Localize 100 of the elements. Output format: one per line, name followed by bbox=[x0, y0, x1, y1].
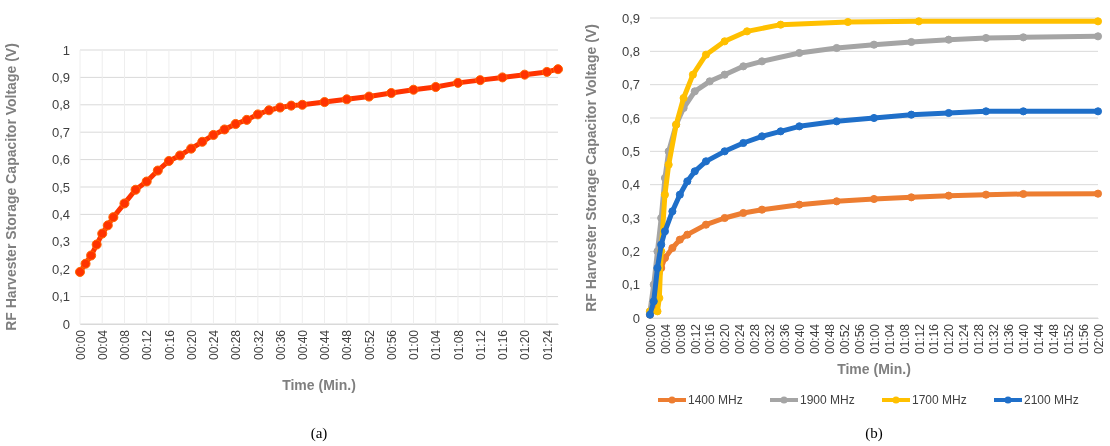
point bbox=[1093, 17, 1103, 26]
point bbox=[832, 117, 841, 126]
x-tick-label: 01:12 bbox=[473, 329, 488, 361]
point bbox=[795, 200, 804, 209]
point bbox=[430, 81, 441, 92]
point bbox=[679, 93, 688, 103]
point bbox=[981, 33, 991, 43]
point bbox=[163, 155, 174, 166]
point bbox=[208, 129, 219, 140]
x-tick-label: 01:08 bbox=[451, 329, 466, 361]
point bbox=[80, 258, 91, 269]
y-tick-label: 1 bbox=[62, 42, 70, 58]
y-tick-label: 0,3 bbox=[51, 234, 70, 250]
point bbox=[720, 147, 729, 156]
x-tick-label: 00:04 bbox=[658, 323, 673, 355]
point bbox=[944, 108, 953, 118]
point bbox=[705, 77, 714, 86]
y-tick-label: 0,6 bbox=[621, 110, 640, 126]
point bbox=[1093, 189, 1103, 198]
x-axis-title: Time (Min.) bbox=[282, 377, 356, 393]
y-tick-label: 0,8 bbox=[621, 43, 640, 59]
x-tick-label: 00:52 bbox=[837, 323, 852, 355]
point bbox=[869, 194, 879, 204]
x-tick-label: 00:24 bbox=[207, 329, 222, 361]
point bbox=[660, 190, 669, 199]
point bbox=[914, 17, 923, 26]
x-tick-label: 00:40 bbox=[296, 329, 311, 361]
point bbox=[757, 57, 767, 66]
x-tick-label: 00:40 bbox=[793, 323, 808, 355]
text: (a) bbox=[310, 425, 328, 442]
point bbox=[832, 43, 841, 53]
x-tick-label: 01:40 bbox=[1017, 323, 1032, 355]
point bbox=[720, 37, 729, 46]
x-tick-label: 00:20 bbox=[718, 323, 733, 355]
point bbox=[541, 66, 552, 77]
point bbox=[907, 193, 916, 202]
point bbox=[757, 132, 767, 141]
point bbox=[664, 160, 673, 169]
point bbox=[175, 150, 186, 161]
x-tick-label: 00:16 bbox=[162, 329, 177, 361]
x-tick-label: 00:44 bbox=[807, 323, 822, 355]
point bbox=[701, 50, 711, 59]
x-tick-label: 01:56 bbox=[1076, 323, 1091, 355]
x-tick-label: 00:08 bbox=[118, 329, 133, 361]
y-tick-label: 0 bbox=[632, 310, 640, 326]
point bbox=[720, 213, 729, 223]
y-tick-label: 0,4 bbox=[51, 207, 70, 223]
x-tick-label: 01:08 bbox=[897, 323, 912, 355]
point bbox=[776, 20, 785, 29]
point bbox=[653, 307, 662, 316]
point bbox=[141, 176, 152, 187]
x-tick-label: 00:12 bbox=[140, 329, 155, 361]
point bbox=[720, 70, 729, 79]
x-tick-label: 01:36 bbox=[1002, 323, 1017, 355]
y-tick-label: 0,2 bbox=[621, 243, 640, 259]
point bbox=[130, 184, 141, 195]
legend-label: 1900 MHz bbox=[800, 393, 855, 408]
point bbox=[675, 235, 684, 244]
y-tick-label: 0,5 bbox=[621, 143, 640, 159]
point bbox=[408, 84, 419, 95]
x-tick-label: 00:56 bbox=[384, 329, 399, 361]
x-tick-label: 00:16 bbox=[703, 323, 718, 355]
x-tick-label: 00:00 bbox=[73, 329, 88, 361]
x-tick-label: 02:00 bbox=[1091, 323, 1106, 355]
x-tick-label: 00:24 bbox=[733, 323, 748, 355]
point bbox=[86, 250, 97, 261]
point bbox=[739, 208, 748, 218]
x-tick-label: 01:24 bbox=[957, 323, 972, 355]
point bbox=[452, 77, 463, 88]
x-tick-label: 00:56 bbox=[852, 323, 867, 355]
x-tick-label: 00:48 bbox=[340, 329, 355, 361]
y-tick-label: 0,2 bbox=[51, 261, 70, 277]
point bbox=[1093, 32, 1103, 41]
point bbox=[102, 220, 113, 231]
point bbox=[907, 110, 916, 119]
point bbox=[660, 227, 669, 236]
point bbox=[690, 87, 699, 96]
point bbox=[683, 177, 692, 186]
point bbox=[683, 230, 692, 239]
point bbox=[475, 75, 486, 86]
x-tick-label: 00:04 bbox=[95, 329, 110, 361]
point bbox=[74, 266, 86, 277]
y-tick-label: 0,8 bbox=[51, 97, 70, 113]
point bbox=[341, 94, 352, 105]
x-tick-label: 00:12 bbox=[688, 323, 703, 355]
point bbox=[186, 143, 197, 154]
point bbox=[843, 17, 852, 27]
x-tick-label: 01:20 bbox=[518, 329, 533, 361]
x-tick-label: 01:16 bbox=[496, 329, 511, 361]
point bbox=[152, 165, 163, 176]
x-tick-label: 01:48 bbox=[1046, 323, 1061, 355]
point bbox=[981, 190, 991, 199]
point bbox=[108, 212, 119, 223]
y-tick-label: 0,9 bbox=[621, 10, 640, 26]
y-tick-label: 0,7 bbox=[621, 77, 640, 93]
point bbox=[795, 122, 804, 131]
text: (b) bbox=[865, 425, 883, 442]
x-tick-label: 01:04 bbox=[429, 329, 444, 361]
point bbox=[832, 197, 841, 206]
y-tick-label: 0 bbox=[62, 316, 70, 332]
